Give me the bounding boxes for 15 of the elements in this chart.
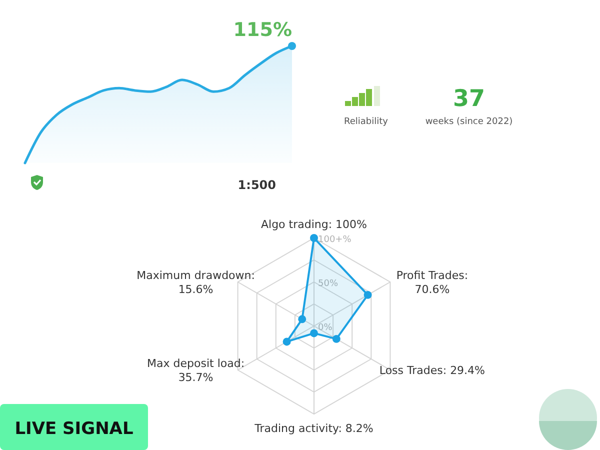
text: 1:500 — [238, 178, 276, 192]
y-tick-label: 100+% — [318, 235, 352, 245]
spoke-label: Max deposit load: 35.7% — [147, 357, 245, 384]
text: LIVE SIGNAL — [14, 419, 134, 439]
y-tick-label: 50% — [318, 279, 338, 289]
text: 115% — [233, 19, 292, 41]
spoke-label: Trading activity: 8.2% — [254, 422, 374, 435]
text: weeks (since 2022) — [425, 117, 513, 127]
y-tick-label: 0% — [318, 323, 333, 333]
spoke-label: Loss Trades: 29.4% — [379, 364, 486, 377]
spoke-label: Profit Trades: 70.6% — [396, 269, 468, 296]
spoke-label: Maximum drawdown: 15.6% — [136, 269, 255, 296]
text: Reliability — [344, 117, 389, 127]
spoke-label: Algo trading: 100% — [260, 218, 368, 231]
text: 37 — [452, 86, 486, 112]
